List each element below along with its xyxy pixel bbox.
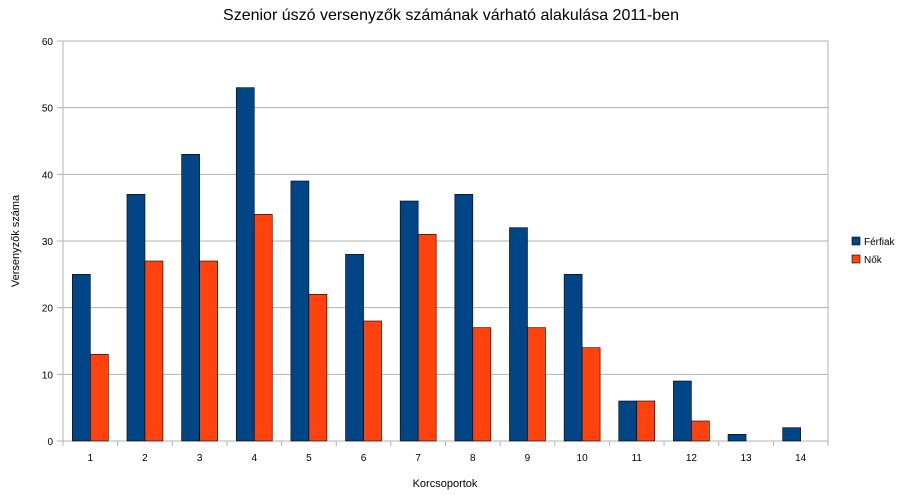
x-tick-label: 1 [88,453,94,464]
bar-férfiak-4 [235,87,255,442]
bar-férfiak-2 [126,194,146,442]
legend-label: Férfiak [864,237,896,248]
bar-férfiak-10 [563,274,583,442]
bar-nők-1 [90,354,109,442]
y-tick-label: 50 [42,104,54,115]
bar-férfiak-12 [673,380,692,442]
y-axis-label: Versenyzők száma [10,194,22,287]
x-tick-label: 4 [251,453,257,464]
chart-title: Szenior úszó versenyzők számának várható… [223,7,679,24]
x-tick-label: 10 [577,453,589,464]
legend-swatch [851,254,861,264]
x-tick-label: 2 [142,453,148,464]
bar-nők-5 [308,294,328,442]
x-tick-label: 12 [686,453,698,464]
x-axis: 1 2 3 4 5 6 7 8 9 10 11 12 13 14 [62,441,829,464]
y-tick-label: 40 [42,170,54,181]
x-tick-label: 8 [470,453,476,464]
bar-férfiak-6 [345,254,364,442]
y-tick-label: 20 [42,304,54,315]
bar-nők-11 [636,400,656,442]
bar-nők-4 [253,214,273,442]
bar-férfiak-8 [454,194,474,442]
legend-label: Nők [864,255,883,266]
gridlines [63,40,828,442]
bar-nők-12 [691,420,710,442]
x-tick-label: 9 [525,453,531,464]
bar-férfiak-14 [782,427,801,442]
x-tick-label: 6 [361,453,367,464]
legend: Férfiak Nők [851,236,896,266]
bar-férfiak-7 [399,200,419,442]
bar-nők-6 [363,320,382,442]
x-tick-label: 11 [632,453,643,464]
x-tick-label: 13 [740,453,752,464]
bar-férfiak-5 [290,180,310,442]
x-tick-label: 14 [795,453,807,464]
legend-swatch [851,236,861,246]
x-tick-label: 3 [197,453,203,464]
y-axis: 0 10 20 30 40 50 60 [42,37,63,448]
y-tick-label: 30 [42,237,54,248]
bar-nők-3 [199,260,218,442]
x-axis-label: Korcsoportok [413,478,478,490]
bar-férfiak-3 [181,154,200,442]
bar-férfiak-11 [618,400,638,442]
bar-nők-2 [144,260,164,442]
bar-nők-7 [417,234,437,442]
y-tick-label: 60 [42,37,54,48]
bars [72,87,801,442]
bar-férfiak-9 [509,227,528,442]
x-tick-label: 7 [415,453,421,464]
bar-nők-8 [472,327,492,442]
bar-nők-10 [581,347,601,442]
y-tick-label: 0 [47,437,53,448]
bar-férfiak-1 [72,274,91,442]
y-tick-label: 10 [42,370,54,381]
bar-férfiak-13 [727,434,747,442]
bar-nők-9 [527,327,546,442]
x-tick-label: 5 [306,453,312,464]
